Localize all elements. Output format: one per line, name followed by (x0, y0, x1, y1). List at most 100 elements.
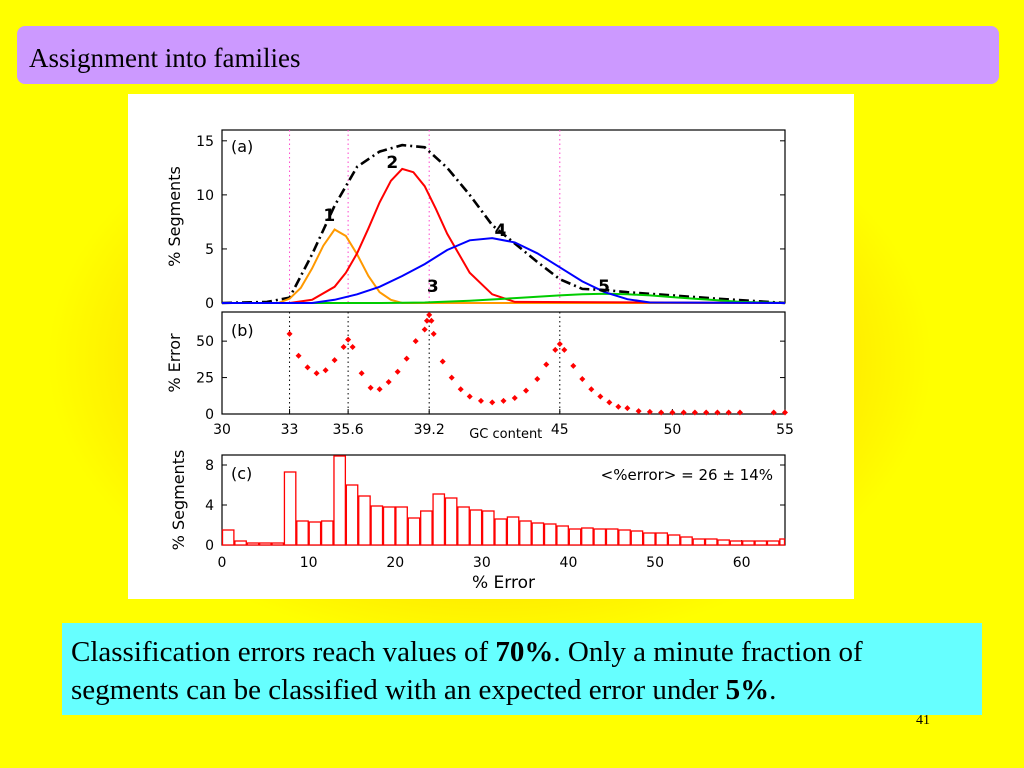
title-bar: Assignment into families (17, 26, 999, 84)
panel-b-point (615, 403, 622, 410)
panel-c-bar (717, 539, 730, 546)
panel-c-bar (494, 518, 508, 546)
panel-c-bar (481, 510, 495, 546)
panel-c-xtick-label: 50 (646, 555, 664, 571)
panel-b-point (358, 370, 365, 377)
panel-c-bar (655, 532, 669, 546)
panel-b-point (736, 409, 743, 416)
panel-a-curve-label: 5 (598, 277, 610, 297)
panel-c-bar (420, 510, 433, 546)
panel-c-bar (605, 528, 619, 546)
panel-c-bar (742, 540, 755, 546)
panel-c-annotation: <%error> = 26 ± 14% (601, 466, 773, 484)
panel-b-point (466, 393, 473, 400)
panel-b-point (426, 311, 433, 318)
panel-b-point (635, 408, 642, 415)
panel-c-bar (556, 525, 569, 546)
panel-a-curve-label: 2 (386, 153, 398, 173)
panel-b-point (367, 384, 374, 391)
panel-a-curve-label: 3 (427, 277, 439, 297)
panel-c-xtick-label: 20 (386, 555, 404, 571)
panel-b-ytick-label: 25 (196, 371, 214, 387)
panel-a-ytick-label: 0 (205, 296, 214, 312)
panel-b-point (376, 386, 383, 393)
caption-box: Classification errors reach values of 70… (62, 623, 982, 715)
panel-b-point (421, 326, 428, 333)
panel-b-point (597, 393, 604, 400)
panel-c-bar (766, 540, 780, 546)
panel-b-point (457, 386, 464, 393)
panel-c-bar (581, 527, 594, 546)
panel-b-point (423, 317, 430, 324)
panel-a-curve-label: 1 (323, 206, 335, 226)
panel-b-point (477, 397, 484, 404)
caption-text: Classification errors reach values of 70… (71, 633, 976, 709)
panel-c-ytick-label: 8 (205, 458, 214, 474)
caption-bold-2: 5% (725, 674, 770, 706)
panel-c-bar (692, 538, 706, 546)
panel-c-bar (246, 542, 260, 546)
panel-c-bar (618, 529, 631, 546)
panel-b-xlabel: GC content (469, 427, 542, 442)
panel-a-series-total (221, 143, 786, 305)
panel-b-point (500, 397, 507, 404)
panel-c-bar (680, 536, 693, 546)
panel-b-xtick-label: 55 (776, 422, 794, 438)
caption-part-1: Classification errors reach values of (71, 636, 496, 668)
page-number: 41 (916, 713, 930, 728)
panel-a-ytick-label: 10 (196, 188, 214, 204)
panel-b-point (489, 399, 496, 406)
panel-a-curve-label: 4 (494, 221, 506, 241)
panel-b-point (658, 409, 665, 416)
panel-c-bar (506, 516, 520, 546)
panel-b-point (322, 367, 329, 374)
panel-b-label: (b) (231, 321, 254, 340)
panel-c-ylabel: % Segments (169, 450, 188, 551)
panel-c-bar (531, 522, 545, 546)
panel-c-bar (432, 493, 446, 546)
panel-c-bar (234, 540, 247, 546)
panel-b-point (430, 330, 437, 337)
panel-c-bar (630, 530, 644, 546)
panel-b-point (313, 370, 320, 377)
panel-c-bar (704, 538, 718, 546)
panel-b-point (511, 394, 518, 401)
caption-part-3: . (769, 674, 777, 706)
panel-b-ytick-label: 50 (196, 334, 214, 350)
panel-a-series-2 (222, 167, 786, 304)
panel-b-point (534, 376, 541, 383)
panel-c-xlabel: % Error (472, 573, 535, 593)
panel-b-xtick-label: 30 (213, 422, 231, 438)
panel-a-ylabel: % Segments (165, 166, 184, 267)
panel-a-label: (a) (231, 137, 253, 156)
panel-a-series-4 (222, 237, 786, 304)
panel-b-point (624, 405, 631, 412)
figure-panel: 0 5 10 15 (a) 1 2 3 4 5% Segments 0 25 50 30 33 35.6 39.… (128, 94, 854, 599)
panel-b-point (543, 361, 550, 368)
panel-a-ytick-label: 5 (205, 242, 214, 258)
panel-b-point (570, 362, 577, 369)
panel-b-point (680, 409, 687, 416)
slide-title: Assignment into families (29, 43, 301, 73)
panel-b-xtick-label: 45 (551, 422, 569, 438)
panel-b-point (669, 409, 676, 416)
panel-b-point (561, 346, 568, 353)
panel-c-bar (642, 532, 656, 546)
panel-c-bar (457, 506, 470, 546)
panel-c-bar (382, 506, 396, 546)
panel-a-series-1 (222, 228, 785, 304)
panel-b-ytick-label: 0 (205, 407, 214, 423)
panel-c-bar (593, 528, 607, 546)
panel-b-xtick-label: 50 (663, 422, 681, 438)
panel-c-bar (271, 542, 285, 546)
panel-c-bar (358, 495, 371, 546)
panel-b-point (349, 343, 356, 350)
panel-c-bar (754, 540, 768, 546)
panel-c-label: (c) (231, 464, 252, 483)
panel-c-bar (667, 534, 681, 546)
panel-c-bar (395, 506, 408, 546)
panel-b-point (691, 409, 698, 416)
panel-b-frame (221, 311, 786, 415)
panel-b-point (295, 352, 302, 359)
panel-a-ytick-label: 15 (196, 134, 214, 150)
